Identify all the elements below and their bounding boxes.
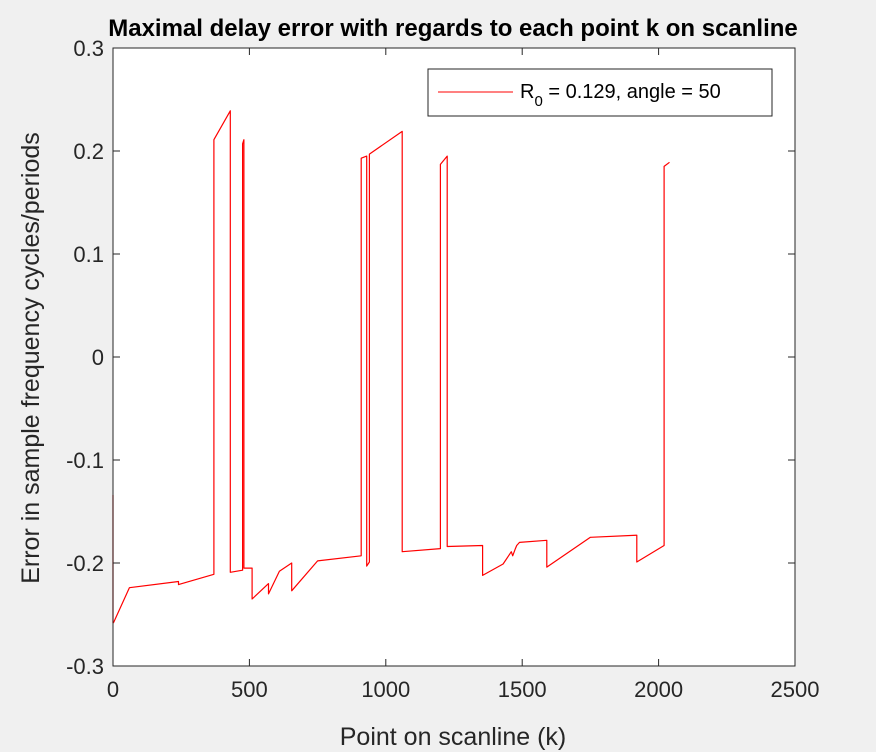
legend-label-rest: = 0.129, angle = 50 — [543, 81, 721, 103]
y-tick-label: -0.1 — [66, 448, 104, 473]
y-tick-label: 0.1 — [73, 242, 104, 267]
legend-label-subscript: 0 — [534, 93, 542, 110]
ticks-layer: 0 500 1000 1500 2000 2500 -0.3 -0.2 -0.1 0 0.1 0.2 0… — [66, 36, 819, 702]
x-axis-label: Point on scanline (k) — [340, 723, 567, 751]
y-tick-label: 0.3 — [73, 36, 104, 61]
series-line — [112, 110, 670, 624]
x-tick-label: 2500 — [771, 677, 820, 702]
x-tick-label: 1000 — [361, 677, 410, 702]
x-tick-label: 1500 — [498, 677, 547, 702]
x-tick-label: 0 — [107, 677, 119, 702]
y-tick-label: -0.2 — [66, 551, 104, 576]
x-tick-label: 500 — [231, 677, 268, 702]
y-tick-label: 0 — [92, 345, 104, 370]
plot-border — [112, 47, 796, 667]
y-tick-label: -0.3 — [66, 654, 104, 679]
y-axis-label: Error in sample frequency cycles/periods — [17, 132, 45, 584]
x-tick-label: 2000 — [634, 677, 683, 702]
y-tick-label: 0.2 — [73, 139, 104, 164]
legend-label: R0 = 0.129, angle = 50 — [520, 81, 721, 110]
chart-title: Maximal delay error with regards to each… — [108, 15, 798, 42]
legend: R0 = 0.129, angle = 50 — [427, 68, 773, 117]
plot-area — [113, 48, 795, 666]
series-layer — [112, 110, 670, 624]
legend-label-main: R — [520, 81, 534, 103]
